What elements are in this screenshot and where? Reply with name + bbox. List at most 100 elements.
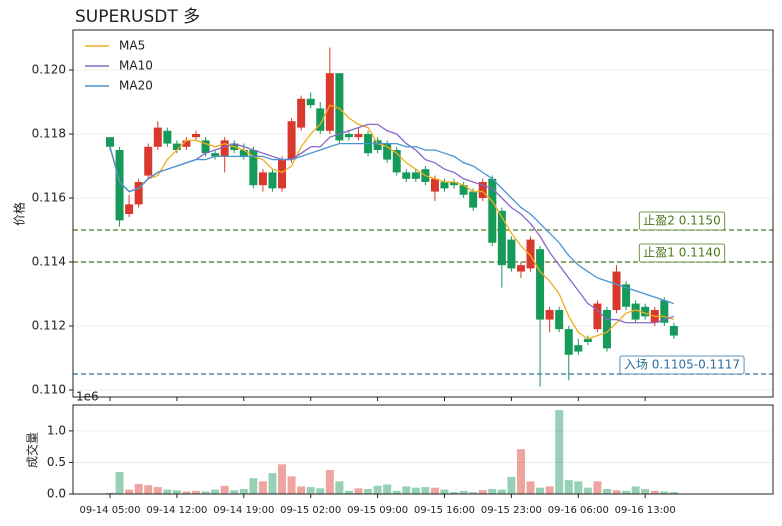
volume-bar — [344, 490, 353, 494]
candle-body — [402, 172, 411, 179]
volume-bar — [182, 491, 191, 494]
candle-body — [192, 133, 201, 138]
y-tick-label: 0.5 — [47, 455, 66, 469]
candle-body — [459, 185, 468, 195]
volume-bar — [268, 473, 277, 494]
candle-body — [574, 345, 583, 352]
x-tick-label: 09-15 02:00 — [280, 505, 341, 516]
level-label-box — [638, 211, 726, 231]
candle-body — [440, 181, 449, 189]
volume-bar — [153, 487, 162, 494]
candle-body — [373, 140, 382, 150]
volume-bar — [497, 489, 506, 494]
candle-body — [392, 149, 401, 173]
candle-body — [354, 133, 363, 138]
candle-body — [258, 172, 267, 186]
candle-body — [278, 159, 287, 189]
volume-frame — [72, 404, 774, 495]
candle-body — [602, 309, 611, 349]
level-label-box — [619, 355, 745, 375]
volume-bar — [612, 490, 621, 494]
candle-body — [430, 178, 439, 192]
level-label: 入场 0.1105-0.1117 — [624, 357, 740, 371]
y-tick-label: 0.114 — [32, 254, 66, 268]
candle-body — [631, 303, 640, 320]
volume-bar — [574, 481, 583, 494]
legend-label: MA10 — [119, 59, 153, 73]
volume-bar — [258, 481, 267, 494]
candle-body — [239, 149, 248, 157]
volume-bar — [450, 492, 459, 494]
y-tick-label: 1.0 — [47, 423, 66, 437]
volume-bar — [516, 449, 525, 494]
y-tick-label: 0.120 — [32, 62, 66, 76]
volume-bar — [459, 490, 468, 494]
volume-bar — [440, 489, 449, 494]
volume-bar — [536, 487, 545, 494]
volume-bar — [660, 491, 669, 494]
volume-bar — [287, 476, 296, 494]
volume-bar — [306, 487, 315, 494]
volume-bar — [211, 489, 220, 494]
candle-body — [211, 153, 220, 157]
ma-line — [109, 123, 675, 324]
volume-bar — [316, 488, 325, 494]
plot-frame — [72, 29, 774, 398]
candle-body — [344, 133, 353, 138]
x-tick-label: 09-16 13:00 — [615, 505, 676, 516]
candle-body — [478, 181, 487, 198]
candle-body — [335, 73, 344, 141]
x-tick-label: 09-14 12:00 — [146, 505, 207, 516]
candle-body — [153, 127, 162, 147]
y-tick-label: 0.0 — [47, 487, 66, 501]
candle-body — [115, 149, 124, 221]
candle-body — [641, 306, 650, 317]
volume-bar — [402, 486, 411, 494]
candle-body — [297, 98, 306, 128]
candle-body — [593, 303, 602, 330]
volume-bar — [488, 488, 497, 494]
candle-body — [450, 181, 459, 186]
volume-bar — [593, 481, 602, 494]
volume-bar — [421, 487, 430, 494]
volume-bar — [469, 492, 478, 494]
volume-bar — [239, 488, 248, 494]
candle-body — [325, 73, 334, 131]
candle-body — [106, 137, 114, 147]
volume-bar — [669, 492, 678, 494]
candle-body — [507, 239, 516, 269]
volume-bar — [564, 480, 573, 494]
candle-body — [526, 239, 535, 269]
volume-bar — [478, 490, 487, 494]
volume-bar — [249, 478, 258, 494]
volume-bar — [555, 410, 564, 494]
volume-bar — [354, 488, 363, 494]
y-tick-label: 0.118 — [32, 126, 66, 140]
ma-line — [109, 142, 675, 305]
volume-bar — [134, 483, 143, 494]
candle-body — [144, 146, 153, 176]
candle-body — [306, 98, 315, 106]
volume-axis-label: 成交量 — [25, 432, 40, 468]
candle-body — [669, 325, 678, 336]
volume-bar — [325, 470, 334, 494]
volume-bar — [602, 488, 611, 494]
candle-body — [622, 284, 631, 307]
volume-bar — [373, 485, 382, 494]
candle-body — [660, 300, 669, 323]
legend-label: MA5 — [119, 39, 145, 53]
volume-bar — [230, 490, 239, 494]
volume-bar — [392, 490, 401, 494]
volume-bar — [545, 486, 554, 494]
volume-bar — [641, 488, 650, 494]
volume-bar — [201, 491, 210, 494]
x-tick-label: 09-14 19:00 — [213, 505, 274, 516]
x-tick-label: 09-15 23:00 — [481, 505, 542, 516]
x-tick-label: 09-15 09:00 — [347, 505, 408, 516]
volume-bar — [106, 492, 114, 494]
candle-body — [383, 143, 392, 160]
candle-body — [564, 329, 573, 355]
level-label: 止盈2 0.1150 — [643, 213, 720, 227]
volume-bar — [650, 490, 659, 494]
